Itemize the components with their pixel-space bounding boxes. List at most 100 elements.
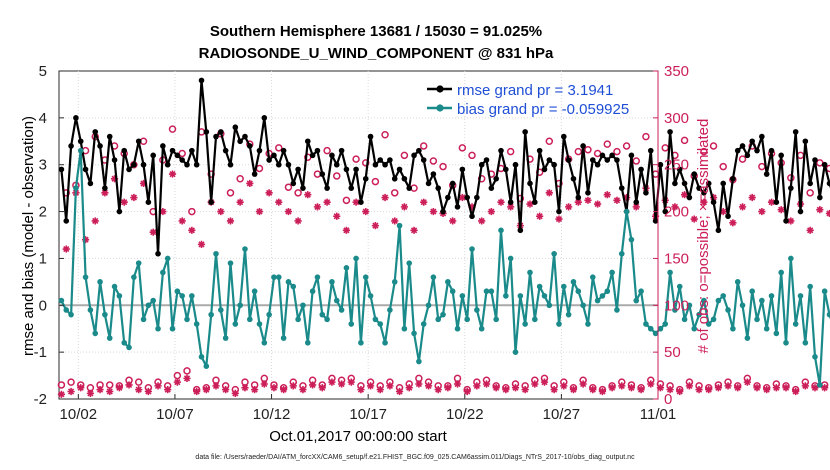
rmse-point: [556, 208, 562, 215]
rmse-point: [338, 147, 345, 154]
rmse-point: [792, 129, 799, 135]
obs-possible-point: [680, 136, 689, 145]
obs-assimilated-point: [115, 384, 123, 392]
bias-point: [430, 274, 437, 280]
bias-point: [329, 279, 335, 285]
obs-possible-point: [719, 162, 727, 171]
bias-point: [160, 269, 166, 276]
obs-assimilated-point: [458, 193, 466, 202]
bias-point: [420, 321, 427, 327]
rmse-point: [662, 208, 669, 215]
bias-point: [242, 246, 248, 252]
bias-point: [106, 335, 113, 341]
rmse-point: [242, 133, 248, 140]
obs-assimilated-point: [241, 384, 249, 392]
rmse-point: [179, 157, 185, 163]
bias-point: [449, 288, 456, 295]
obs-possible-point: [545, 137, 554, 146]
rmse-point: [68, 143, 74, 149]
bias-point: [333, 297, 340, 304]
bias-point: [116, 293, 123, 299]
bias-point: [184, 316, 190, 323]
obs-possible-point: [709, 142, 718, 150]
rmse-point: [676, 166, 683, 173]
bias-point: [710, 316, 717, 323]
bias-point: [676, 283, 683, 290]
obs-assimilated-point: [680, 191, 689, 199]
bias-point: [730, 325, 736, 332]
obs-assimilated-point: [222, 386, 230, 394]
obs-assimilated-point: [251, 386, 259, 394]
rmse-point: [483, 157, 490, 163]
obs-possible-point: [294, 189, 302, 197]
obs-assimilated-point: [540, 378, 549, 386]
obs-assimilated-point: [449, 217, 457, 225]
obs-possible-point: [275, 144, 283, 152]
right-y-tick-label: 150: [664, 250, 689, 267]
obs-assimilated-point: [164, 386, 172, 394]
obs-assimilated-series: [57, 170, 830, 398]
obs-assimilated-point: [623, 193, 631, 202]
rmse-point: [652, 218, 659, 224]
bias-point: [788, 255, 794, 262]
rmse-point: [783, 218, 789, 224]
rmse-point: [131, 161, 137, 168]
bias-point: [290, 283, 297, 290]
x-tick-label: 10/17: [349, 406, 387, 423]
bias-point: [638, 288, 644, 295]
obs-assimilated-point: [173, 378, 181, 386]
obs-possible-point: [632, 157, 641, 165]
bias-point: [488, 288, 495, 295]
bias-point: [802, 339, 809, 346]
rmse-point: [73, 115, 79, 121]
rmse-point: [599, 152, 606, 159]
obs-assimilated-point: [729, 219, 737, 227]
rmse-point: [314, 147, 321, 154]
obs-possible-point: [622, 142, 631, 150]
bias-point: [575, 288, 582, 295]
obs-assimilated-point: [415, 380, 423, 388]
rmse-point: [575, 194, 582, 201]
obs-assimilated-point: [772, 384, 780, 392]
bias-point: [275, 274, 282, 280]
bias-point: [580, 302, 586, 309]
rmse-point: [324, 185, 330, 191]
bias-point: [662, 321, 669, 327]
rmse-point: [116, 208, 123, 215]
obs-assimilated-point: [714, 384, 722, 392]
rmse-point: [546, 157, 553, 163]
bias-point: [623, 208, 630, 215]
rmse-point: [647, 147, 654, 154]
obs-assimilated-point: [521, 386, 529, 394]
obs-assimilated-point: [584, 196, 592, 204]
rmse-point: [604, 157, 611, 163]
obs-assimilated-point: [763, 386, 771, 394]
obs-possible-point: [183, 367, 191, 375]
bias-point: [517, 293, 524, 299]
bias-point: [551, 250, 557, 257]
rmse-point: [763, 171, 770, 177]
bias-point: [807, 283, 813, 290]
bias-point: [474, 307, 480, 313]
rmse-point: [155, 250, 161, 257]
rmse-point: [382, 161, 388, 168]
obs-assimilated-point: [569, 386, 578, 394]
rmse-point: [527, 180, 533, 187]
rmse-point: [681, 180, 688, 187]
bias-point: [411, 330, 417, 337]
obs-assimilated-point: [318, 384, 326, 392]
y-tick-label: 5: [39, 63, 47, 80]
bias-point: [256, 321, 263, 327]
rmse-point: [739, 143, 746, 149]
bias-point: [536, 283, 543, 290]
obs-assimilated-point: [289, 382, 297, 390]
bias-point: [469, 246, 475, 252]
obs-assimilated-point: [57, 390, 66, 398]
bias-point: [546, 302, 553, 309]
bias-point: [454, 325, 461, 332]
rmse-point: [222, 147, 229, 154]
bias-point: [464, 316, 470, 323]
bias-point: [92, 330, 99, 337]
bias-point: [203, 363, 210, 370]
rmse-point: [169, 147, 176, 154]
